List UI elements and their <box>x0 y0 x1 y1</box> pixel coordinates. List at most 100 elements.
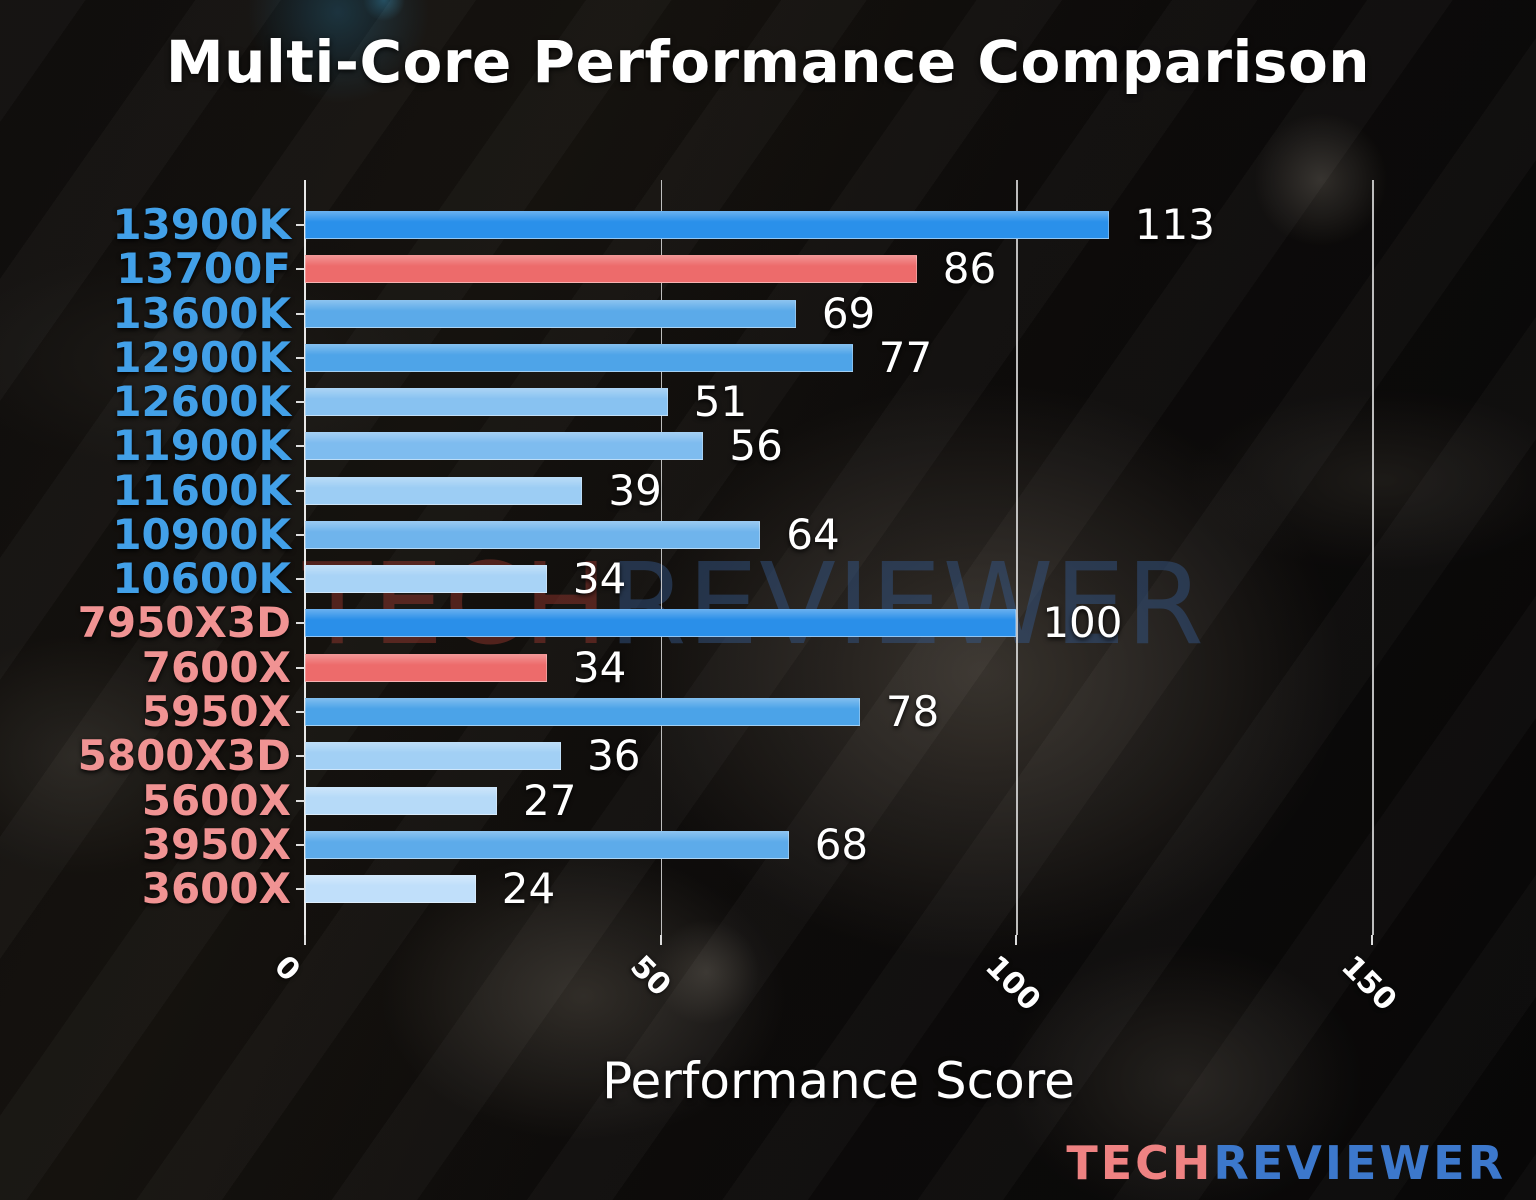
performance-bar <box>305 742 562 771</box>
cpu-label-10900k: 10900K <box>112 509 291 559</box>
performance-bar <box>305 476 583 505</box>
performance-bar <box>305 343 853 372</box>
y-tick-mark <box>296 268 305 271</box>
value-label: 36 <box>587 731 641 781</box>
chart-title: Multi-Core Performance Comparison <box>165 28 1371 96</box>
cpu-label-13600k: 13600K <box>112 288 291 338</box>
bar-row: 10900K 64 <box>112 513 1490 555</box>
brand-logo-reviewer: REVIEWER <box>1213 1136 1506 1190</box>
performance-bar <box>305 786 498 815</box>
y-tick-mark <box>296 666 305 669</box>
performance-bar <box>305 388 668 417</box>
bar-row: 11600K 39 <box>112 469 1490 511</box>
cpu-label-5800x3d: 5800X3D <box>77 731 291 781</box>
value-label: 51 <box>693 377 748 427</box>
bar-row: 13700F 86 <box>116 248 1490 290</box>
x-tick-mark <box>1371 935 1373 945</box>
bar-row: 12600K 51 <box>112 381 1490 423</box>
cpu-label-7950x3d: 7950X3D <box>77 598 291 648</box>
performance-bar <box>305 299 796 328</box>
y-tick-mark <box>296 489 305 492</box>
watermark: TECHREVIEWER <box>303 540 1205 670</box>
cpu-label-7600x: 7600X <box>141 642 291 692</box>
performance-bar <box>305 830 789 859</box>
value-label: 69 <box>821 288 876 338</box>
value-label: 56 <box>729 421 783 471</box>
brand-logo: TECHREVIEWER <box>1066 1136 1506 1190</box>
y-tick-mark <box>296 755 305 758</box>
watermark-tech: TECH <box>303 540 609 670</box>
brand-logo-tech: TECH <box>1066 1136 1214 1190</box>
bar-row: 13900K 113 <box>112 204 1490 246</box>
performance-bar <box>305 609 1017 638</box>
performance-bar <box>305 255 917 284</box>
x-axis-title: Performance Score <box>602 1052 1075 1110</box>
y-tick-mark <box>296 401 305 404</box>
value-label: 68 <box>814 819 869 869</box>
watermark-reviewer: REVIEWER <box>608 540 1205 670</box>
cpu-label-13900k: 13900K <box>112 200 291 249</box>
value-label: 100 <box>1042 598 1123 648</box>
y-tick-mark <box>296 224 305 226</box>
y-tick-mark <box>296 710 305 713</box>
y-tick-mark <box>296 843 305 846</box>
performance-bar <box>305 875 476 904</box>
value-label: 24 <box>501 864 556 914</box>
bar-row: 5950X 78 <box>142 690 1490 732</box>
gridline <box>1372 180 1374 935</box>
y-tick-mark <box>296 445 305 448</box>
cpu-label-11600k: 11600K <box>112 465 291 515</box>
bar-row: 11900K 56 <box>112 425 1490 467</box>
cpu-label-13700f: 13700F <box>116 244 291 294</box>
cpu-label-5950x: 5950X <box>141 686 291 736</box>
bar-row: 5600X 27 <box>142 779 1490 821</box>
value-label: 77 <box>878 332 933 382</box>
cpu-label-3950x: 3950X <box>141 819 291 869</box>
performance-bar <box>305 653 547 682</box>
x-tick-mark <box>659 935 662 945</box>
cpu-label-10600k: 10600K <box>112 554 291 604</box>
value-label: 34 <box>572 554 627 604</box>
bar-row: 3600X 24 <box>142 868 1490 910</box>
gridline <box>660 180 663 935</box>
value-label: 113 <box>1134 200 1215 249</box>
y-tick-mark <box>296 356 305 359</box>
performance-bar <box>305 565 547 594</box>
value-label: 78 <box>885 686 940 736</box>
value-label: 64 <box>786 509 840 559</box>
y-tick-mark <box>296 533 305 536</box>
y-axis-line <box>304 180 306 935</box>
y-tick-mark <box>296 888 305 891</box>
cpu-label-12900k: 12900K <box>112 332 291 382</box>
performance-bar <box>305 520 761 549</box>
bar-row: 13600K 69 <box>112 292 1490 334</box>
y-tick-mark <box>296 578 305 581</box>
bar-row: 10600K 34 <box>112 558 1490 600</box>
bar-row: 7950X3D 100 <box>78 602 1490 644</box>
bar-row: 5800X3D 36 <box>78 735 1490 777</box>
value-label: 86 <box>942 244 997 294</box>
performance-bar <box>305 697 860 726</box>
value-label: 27 <box>523 775 577 825</box>
cpu-label-11900k: 11900K <box>112 421 291 471</box>
bar-row: 12900K 77 <box>112 336 1490 378</box>
cpu-label-12600k: 12600K <box>112 377 291 427</box>
y-tick-mark <box>296 799 305 802</box>
cpu-label-3600x: 3600X <box>141 864 291 914</box>
y-tick-mark <box>296 622 305 625</box>
x-tick-mark <box>1015 935 1018 945</box>
bar-row: 7600X 34 <box>142 646 1490 688</box>
x-tick-mark <box>304 935 306 945</box>
bar-row: 3950X 68 <box>142 823 1490 865</box>
cpu-label-5600x: 5600X <box>141 775 291 825</box>
value-label: 39 <box>608 465 662 515</box>
y-tick-mark <box>296 312 305 315</box>
gridline <box>1016 180 1018 935</box>
performance-bar <box>305 432 704 461</box>
performance-bar <box>305 211 1109 239</box>
plot-area: 0 50 100 150 13900K 113 13700F 86 13600K 69 12900K… <box>78 180 1490 1018</box>
value-label: 34 <box>572 642 627 692</box>
